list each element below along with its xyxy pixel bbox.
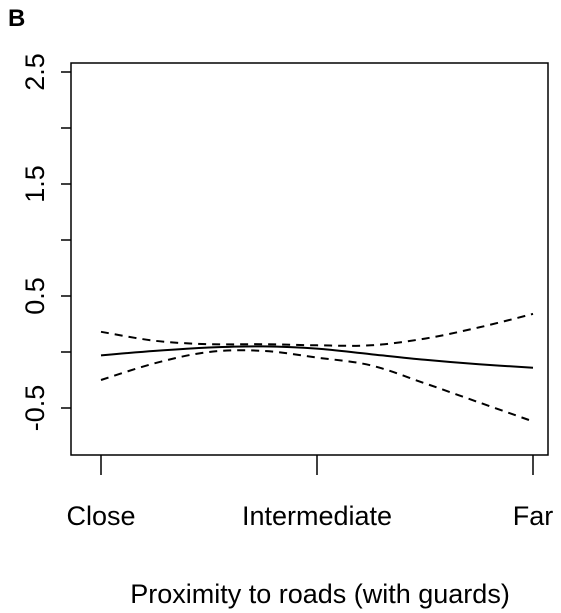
x-axis: Close Intermediate Far xyxy=(66,455,553,531)
panel-label: B xyxy=(8,5,25,32)
estimate-line-0 xyxy=(100,345,534,369)
x-tick-label-2: Far xyxy=(513,501,554,531)
y-tick-label-4: 1.5 xyxy=(20,165,50,203)
y-tick-label-0: -0.5 xyxy=(20,385,50,432)
x-axis-title: Proximity to roads (with guards) xyxy=(130,579,510,609)
y-axis: -0.5 0.5 1.5 2.5 xyxy=(20,53,71,431)
series-layer xyxy=(100,312,534,423)
y-tick-label-2: 0.5 xyxy=(20,277,50,315)
confidence-band-line-1 xyxy=(100,312,534,347)
y-tick-label-6: 2.5 xyxy=(20,53,50,91)
confidence-band-line-2 xyxy=(100,349,534,423)
plot-frame xyxy=(70,62,549,456)
x-tick-label-1: Intermediate xyxy=(242,501,392,531)
x-tick-label-0: Close xyxy=(66,501,135,531)
